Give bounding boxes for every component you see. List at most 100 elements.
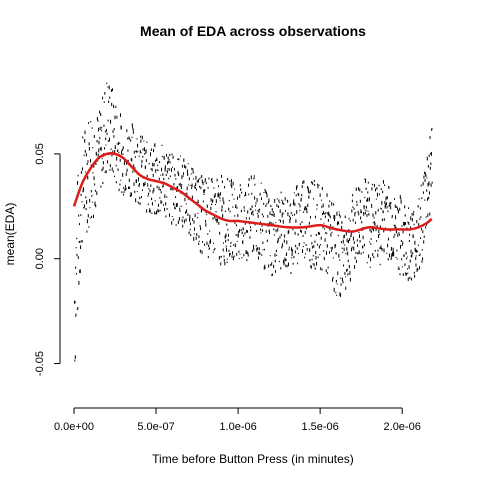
raw-point <box>283 261 285 266</box>
raw-point <box>185 203 187 205</box>
raw-point <box>115 164 117 167</box>
raw-point <box>79 269 81 273</box>
raw-point <box>117 168 119 171</box>
raw-point <box>208 247 210 249</box>
raw-point <box>287 199 289 203</box>
raw-point <box>292 202 294 206</box>
raw-point <box>322 203 324 208</box>
raw-point <box>259 192 261 196</box>
raw-point <box>425 216 427 218</box>
raw-point <box>197 212 199 214</box>
raw-point <box>124 189 126 192</box>
raw-point <box>169 213 171 217</box>
raw-point <box>399 207 401 211</box>
raw-point <box>237 196 239 200</box>
raw-point <box>342 280 344 284</box>
raw-point <box>352 218 354 222</box>
raw-point <box>428 181 430 186</box>
raw-point <box>149 189 151 193</box>
raw-point <box>114 145 116 149</box>
raw-point <box>273 228 275 231</box>
raw-point <box>227 233 229 237</box>
smooth-line <box>72 152 433 233</box>
raw-point <box>303 211 305 213</box>
raw-point <box>289 219 291 224</box>
raw-point <box>139 150 141 154</box>
raw-point <box>152 173 154 178</box>
raw-point <box>87 175 89 180</box>
raw-point <box>423 175 425 179</box>
raw-point <box>234 222 236 224</box>
raw-point <box>140 152 142 154</box>
raw-point <box>314 183 316 186</box>
raw-point <box>357 187 359 191</box>
raw-point <box>317 256 319 259</box>
raw-point <box>161 144 163 147</box>
x-tick-label: 5.0e-07 <box>137 421 174 433</box>
raw-point <box>354 212 356 217</box>
raw-point <box>264 189 266 192</box>
raw-point <box>420 228 422 231</box>
raw-point <box>239 194 241 198</box>
raw-point <box>89 159 91 163</box>
raw-point <box>120 179 122 181</box>
raw-point <box>366 262 368 264</box>
raw-point <box>180 186 182 190</box>
raw-point <box>108 137 110 142</box>
raw-point <box>241 231 243 235</box>
raw-point <box>174 206 176 210</box>
raw-point <box>393 224 395 227</box>
raw-point <box>154 211 156 215</box>
raw-point <box>208 177 210 180</box>
raw-point <box>78 280 80 285</box>
raw-point <box>362 235 364 240</box>
raw-point <box>416 249 418 253</box>
raw-point <box>349 277 351 282</box>
raw-point <box>210 198 212 202</box>
raw-point <box>374 188 376 192</box>
raw-point <box>417 204 419 208</box>
raw-point <box>207 233 209 235</box>
raw-point <box>270 222 272 226</box>
raw-point <box>347 251 349 256</box>
raw-point <box>321 186 323 190</box>
raw-point <box>402 241 404 245</box>
raw-point <box>375 198 377 200</box>
raw-point <box>357 251 359 255</box>
raw-point <box>397 268 399 270</box>
raw-point <box>134 167 136 169</box>
raw-point <box>410 249 412 254</box>
raw-point <box>236 240 238 242</box>
raw-point <box>332 278 334 282</box>
raw-point <box>88 122 90 124</box>
raw-point <box>234 215 236 217</box>
raw-point <box>181 219 183 223</box>
raw-point <box>125 187 127 190</box>
raw-point <box>191 183 193 188</box>
raw-point <box>92 146 94 149</box>
raw-point <box>161 201 163 203</box>
raw-point <box>256 197 258 202</box>
raw-point <box>414 274 416 278</box>
raw-point <box>81 200 83 203</box>
raw-point <box>243 206 245 209</box>
raw-point <box>192 170 194 174</box>
raw-point <box>150 184 152 187</box>
raw-point <box>240 188 242 190</box>
raw-point <box>355 187 357 192</box>
raw-point <box>313 263 315 267</box>
raw-point <box>362 245 364 249</box>
raw-point <box>208 248 210 250</box>
raw-point <box>207 186 209 189</box>
raw-point <box>243 209 245 212</box>
raw-point <box>377 208 379 212</box>
raw-point <box>365 209 367 212</box>
raw-point <box>86 230 88 233</box>
raw-point <box>378 184 380 187</box>
raw-point <box>165 153 167 157</box>
raw-point <box>199 185 201 188</box>
raw-point <box>359 188 361 192</box>
y-axis: -0.05 0.00 0.05 <box>34 143 61 376</box>
raw-point <box>355 251 357 254</box>
raw-point <box>386 205 388 209</box>
